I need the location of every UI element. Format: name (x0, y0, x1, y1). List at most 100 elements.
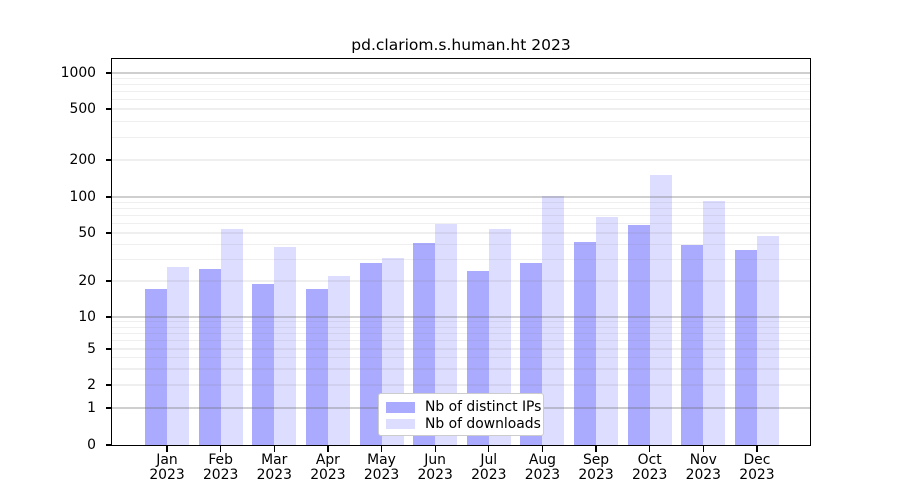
bar-distinct-ips (681, 244, 704, 445)
minor-gridline (112, 259, 810, 261)
x-tick-year: 2023 (685, 467, 721, 484)
legend-label-downloads: Nb of downloads (425, 415, 541, 432)
x-tick-year: 2023 (149, 467, 185, 484)
x-tick-year: 2023 (417, 467, 453, 484)
bar-distinct-ips (198, 269, 221, 445)
y-tick-label: 100 (69, 189, 96, 205)
x-tick-mark (488, 446, 490, 452)
minor-gridline (112, 348, 810, 350)
bar-downloads (435, 223, 458, 445)
y-tick-mark (105, 232, 112, 234)
legend-swatch-distinct-ips (386, 402, 415, 413)
y-tick-label: 5 (87, 341, 96, 357)
x-tick-year: 2023 (310, 467, 346, 484)
y-tick-label: 1000 (60, 65, 96, 81)
x-tick-year: 2023 (471, 467, 507, 484)
x-tick-year: 2023 (256, 467, 292, 484)
x-tick-month: Nov (689, 451, 717, 468)
x-tick-mark (273, 446, 275, 452)
legend-row-distinct-ips: Nb of distinct IPs (386, 399, 543, 416)
minor-gridline (112, 339, 810, 342)
y-tick-mark (105, 196, 112, 198)
y-tick-mark (105, 108, 112, 110)
bar-downloads (649, 175, 672, 445)
minor-gridline (112, 159, 810, 161)
y-tick-mark (105, 384, 112, 386)
legend: Nb of distinct IPs Nb of downloads (378, 393, 544, 436)
x-tick-label: May 2023 (347, 451, 417, 484)
legend-swatch-downloads (386, 418, 415, 429)
x-tick-month: Mar (261, 451, 288, 468)
bar-downloads (703, 201, 726, 445)
x-tick-label: Feb 2023 (186, 451, 256, 484)
y-tick-label: 2 (87, 377, 96, 393)
bar-distinct-ips (305, 289, 328, 445)
minor-gridline (112, 368, 810, 370)
x-tick-month: Jan (156, 451, 178, 468)
x-tick-mark (649, 446, 651, 452)
x-tick-mark (166, 446, 168, 452)
y-tick-mark (105, 407, 112, 409)
minor-gridline (112, 326, 810, 328)
y-tick-label: 0 (87, 437, 96, 453)
x-tick-label: Aug 2023 (507, 452, 577, 484)
x-tick-label: Dec 2023 (722, 451, 792, 484)
x-tick-month: Jul (480, 451, 498, 468)
x-tick-mark (702, 446, 704, 452)
x-tick-year: 2023 (363, 467, 400, 484)
minor-gridline (112, 136, 810, 139)
minor-gridline (112, 357, 810, 359)
y-tick-mark (105, 316, 112, 318)
y-tick-label: 10 (78, 309, 96, 325)
x-tick-mark (595, 446, 597, 452)
x-tick-label: Nov 2023 (668, 451, 738, 484)
minor-gridline (112, 108, 810, 110)
x-tick-month: May (367, 451, 396, 468)
y-tick-mark (105, 444, 112, 446)
bar-downloads (596, 217, 619, 445)
bar-distinct-ips (627, 225, 650, 445)
minor-gridline (112, 120, 810, 122)
bar-distinct-ips (145, 289, 167, 445)
y-tick-mark (105, 280, 112, 282)
x-tick-mark (380, 446, 383, 452)
x-tick-mark (756, 446, 758, 452)
bar-distinct-ips (734, 250, 757, 445)
y-tick-mark (105, 348, 112, 350)
bar-downloads (167, 267, 189, 445)
minor-gridline (112, 214, 810, 217)
bar-downloads (274, 247, 297, 445)
minor-gridline (112, 77, 810, 80)
x-tick-month: Sep (582, 451, 610, 468)
x-tick-year: 2023 (739, 467, 775, 484)
x-tick-month: Jun (424, 451, 446, 468)
x-tick-year: 2023 (202, 467, 239, 484)
x-tick-month: Feb (208, 451, 233, 468)
x-tick-label: Oct 2023 (615, 452, 685, 484)
legend-label-distinct-ips: Nb of distinct IPs (425, 399, 542, 416)
major-gridline (112, 316, 810, 318)
y-tick-label: 1 (87, 400, 96, 416)
x-tick-year: 2023 (631, 467, 668, 484)
minor-gridline (112, 244, 810, 246)
minor-gridline (112, 83, 810, 86)
y-tick-label: 500 (69, 101, 96, 117)
x-tick-label: Jan 2023 (132, 451, 202, 484)
minor-gridline (112, 280, 810, 282)
y-tick-mark (105, 72, 112, 74)
bar-distinct-ips (359, 263, 382, 445)
x-tick-mark (327, 446, 329, 452)
x-tick-label: Jul 2023 (454, 451, 524, 484)
minor-gridline (112, 207, 810, 210)
x-tick-month: Dec (743, 451, 771, 468)
x-tick-mark (219, 446, 222, 452)
x-tick-year: 2023 (578, 467, 614, 484)
x-tick-month: Apr (315, 451, 340, 468)
y-tick-label: 50 (78, 225, 96, 241)
x-tick-label: Apr 2023 (293, 451, 363, 484)
x-tick-mark (541, 446, 544, 452)
minor-gridline (112, 321, 810, 323)
